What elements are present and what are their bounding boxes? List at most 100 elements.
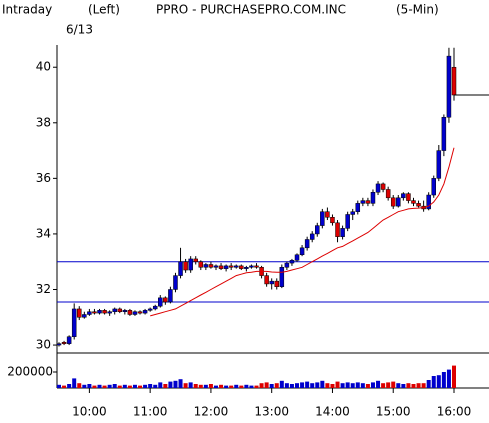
volume-bar (274, 383, 279, 388)
title-part: (5-Min) (396, 3, 439, 17)
volume-bar (244, 384, 249, 388)
candle-body (289, 260, 295, 264)
candle-body (446, 55, 452, 118)
volume-bar (370, 382, 375, 388)
candle-body (426, 194, 431, 210)
title-part: PPRO - PURCHASEPRO.COM.INC (156, 3, 346, 17)
candle-body (416, 203, 421, 207)
candle-body (87, 311, 92, 315)
volume-bar (132, 384, 137, 388)
candle-body (451, 66, 457, 96)
y-tick-label: 36 (36, 171, 51, 185)
candle-body (127, 310, 133, 315)
volume-bar (284, 383, 289, 388)
volume-bar (365, 384, 370, 388)
volume-bar (203, 384, 208, 388)
candle-body (188, 258, 193, 271)
candle-body (355, 203, 361, 212)
candle-body (380, 183, 386, 190)
candle-body (340, 228, 345, 237)
volume-bar (62, 385, 67, 388)
candle-body (239, 265, 244, 269)
volume-bar (426, 380, 431, 388)
x-tick-label: 11:00 (133, 405, 168, 419)
volume-bar (431, 376, 436, 388)
candle-body (112, 308, 117, 312)
volume-bar (446, 369, 451, 388)
subtitle: 6/13 (66, 23, 93, 37)
volume-bar (421, 383, 426, 388)
candle-body (158, 297, 163, 307)
candle-body (56, 343, 62, 346)
volume-bar (219, 384, 224, 388)
candle-body (102, 310, 107, 314)
candle-body (71, 308, 77, 337)
volume-bar (193, 384, 198, 388)
volume-bar (72, 378, 77, 388)
volume-bar (67, 384, 72, 388)
candle-body (365, 200, 371, 204)
candle-body (350, 211, 355, 215)
volume-bar (325, 383, 330, 388)
candle-body (396, 197, 401, 207)
volume-bar (259, 383, 264, 388)
candle-body (294, 254, 300, 261)
volume-bar (264, 382, 269, 388)
volume-bar (300, 382, 305, 388)
candle-body (309, 233, 315, 240)
candle-body (244, 267, 249, 269)
volume-tick-label: 200000 (7, 365, 53, 379)
volume-bar (350, 383, 355, 388)
volume-bar (381, 383, 386, 388)
candle-body (97, 310, 102, 314)
candle-body (385, 189, 391, 199)
candle-body (390, 197, 396, 207)
candle-body (320, 211, 325, 226)
candle-body (325, 211, 330, 218)
candle-body (203, 264, 209, 268)
volume-bar (239, 385, 244, 388)
volume-bar (376, 380, 381, 388)
volume-bar (452, 365, 456, 388)
volume-bar (168, 381, 173, 388)
candle-body (66, 336, 72, 344)
candle-body (223, 265, 229, 269)
candle-body (178, 261, 183, 276)
candle-body (249, 265, 254, 268)
candle-body (163, 297, 168, 303)
y-tick-label: 38 (36, 115, 51, 129)
x-tick-label: 13:00 (254, 405, 289, 419)
candle-body (264, 275, 269, 285)
candle-body (218, 265, 224, 269)
volume-bar (57, 384, 61, 388)
candle-body (137, 311, 143, 314)
volume-bar (406, 383, 411, 388)
x-tick-label: 12:00 (194, 405, 229, 419)
volume-bar (254, 385, 259, 388)
volume-bar (178, 379, 183, 388)
moving-average (150, 147, 455, 317)
volume-bar (163, 384, 168, 388)
x-tick-label: 15:00 (376, 405, 411, 419)
candle-body (193, 258, 198, 262)
volume-bar (355, 382, 360, 388)
candle-body (107, 311, 112, 314)
x-tick-label: 14:00 (315, 405, 350, 419)
candle-body (274, 280, 280, 287)
candle-body (401, 193, 406, 199)
volume-bar (102, 385, 107, 388)
candle-body (304, 239, 310, 249)
volume-bar (97, 384, 102, 388)
x-tick-label: 16:00 (437, 405, 472, 419)
candle-body (269, 280, 274, 285)
candle-body (147, 308, 153, 311)
candle-body (208, 264, 214, 268)
volume-bar (305, 381, 310, 388)
volume-bar (289, 384, 294, 388)
volume-bar (360, 383, 365, 388)
volume-bar (82, 384, 87, 388)
volume-bar (416, 383, 421, 388)
volume-bar (107, 384, 112, 388)
candle-body (254, 265, 259, 268)
